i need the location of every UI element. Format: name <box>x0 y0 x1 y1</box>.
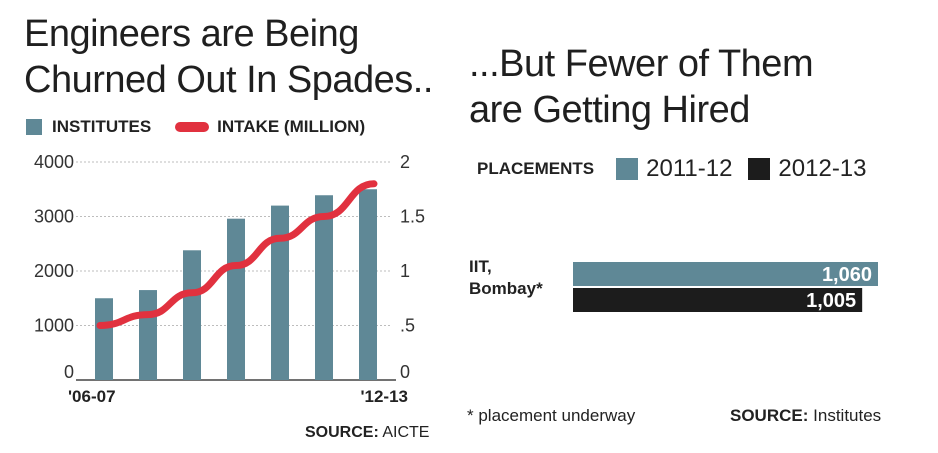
institutes-bar-0 <box>95 298 113 380</box>
y-tick-label-2: 2000 <box>34 261 74 281</box>
left-title-line-1: Engineers are Being <box>24 13 359 55</box>
legend-2011-swatch <box>616 158 639 180</box>
legend-placements: PLACEMENTS <box>477 159 595 178</box>
right-source: SOURCE: Institutes <box>730 406 881 426</box>
left-source: SOURCE: AICTE <box>305 424 429 442</box>
legend-2011: 2011-12 <box>646 155 733 182</box>
y-tick-label-1: 1000 <box>34 316 74 336</box>
left-legend: INSTITUTES INTAKE (MILLION) <box>26 117 365 137</box>
institutes-swatch <box>26 119 42 135</box>
right-source-value: Institutes <box>813 406 882 425</box>
y-tick-label-0: 0 <box>64 362 74 382</box>
y2-tick-label-4: 2 <box>400 152 410 172</box>
institutes-bar-2 <box>183 250 201 380</box>
footnote: * placement underway <box>467 406 636 425</box>
intake-swatch <box>175 122 210 132</box>
right-title-line-2: are Getting Hired <box>469 89 750 131</box>
y-tick-label-4: 4000 <box>34 152 74 172</box>
right-chart-bars: 1,060 1,005 <box>573 262 878 312</box>
placements-chart: IIT, Bombay* 1,060 1,005 <box>469 257 878 312</box>
y2-tick-label-1: .5 <box>400 316 415 336</box>
institutes-bar-3 <box>227 218 245 380</box>
y-tick-label-3: 3000 <box>34 207 74 227</box>
y2-tick-label-3: 1.5 <box>400 207 425 227</box>
placement-bar-label-2011-12: 1,060 <box>822 264 872 286</box>
left-source-label: SOURCE: <box>305 424 379 441</box>
left-title-line-2: Churned Out In Spades.. <box>24 59 433 101</box>
right-title-line-1: ...But Fewer of Them <box>469 43 814 85</box>
right-panel: ...But Fewer of Them are Getting Hired P… <box>455 0 938 453</box>
legend-2012-swatch <box>748 158 771 180</box>
placement-bar-label-2012-13: 1,005 <box>806 290 856 312</box>
left-chart-bars <box>95 189 377 380</box>
left-chart-y-ticks: 0 1000 2000 3000 4000 <box>34 152 74 382</box>
y2-tick-label-0: 0 <box>400 362 410 382</box>
institutes-bar-4 <box>271 205 289 380</box>
y2-tick-label-2: 1 <box>400 261 410 281</box>
institutes-intake-chart: 0 1000 2000 3000 4000 0 .5 1 1.5 2 '06-07 '12-13 <box>34 152 425 406</box>
institutes-bar-5 <box>315 195 333 380</box>
right-chart-category-labels: IIT, Bombay* <box>469 257 543 298</box>
x-tick-label-6: '12-13 <box>360 387 408 406</box>
institutes-bar-6 <box>359 189 377 380</box>
category-label-line-1: Bombay* <box>469 279 543 298</box>
institutes-bar-1 <box>139 290 157 380</box>
left-source-value: AICTE <box>382 424 430 441</box>
x-tick-label-0: '06-07 <box>68 387 116 406</box>
left-chart-x-ticks: '06-07 '12-13 <box>68 387 408 406</box>
left-chart-line <box>96 180 378 329</box>
left-chart-y2-ticks: 0 .5 1 1.5 2 <box>400 152 425 382</box>
right-source-label: SOURCE: <box>730 406 809 425</box>
legend-institutes: INSTITUTES <box>52 117 152 136</box>
right-legend: PLACEMENTS 2011-12 2012-13 <box>477 155 867 183</box>
intake-line <box>96 180 378 329</box>
legend-2012: 2012-13 <box>778 155 867 182</box>
category-label-line-0: IIT, <box>469 257 492 276</box>
placement-bar-2011-12 <box>573 262 878 286</box>
left-panel: Engineers are Being Churned Out In Spade… <box>0 0 455 453</box>
legend-intake: INTAKE (MILLION) <box>217 117 366 136</box>
placement-bar-2012-13 <box>573 288 863 312</box>
